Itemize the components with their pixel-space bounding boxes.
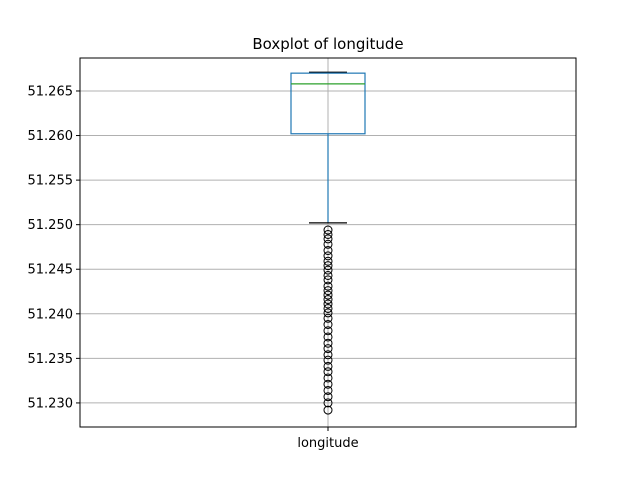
outlier-point: [323, 405, 333, 415]
outlier-point: [323, 239, 333, 249]
y-tick-label: 51.235: [28, 352, 74, 367]
outlier-point: [323, 367, 333, 377]
iqr-box: [290, 72, 366, 135]
outlier-point: [323, 361, 333, 371]
outlier-point: [323, 326, 333, 336]
outlier-point: [323, 332, 333, 342]
y-tick-label: 51.245: [28, 263, 74, 278]
outlier-point: [323, 373, 333, 383]
outlier-point: [323, 246, 333, 256]
outlier-point: [323, 385, 333, 395]
outlier-point: [323, 379, 333, 389]
outlier-point: [323, 261, 333, 271]
y-tick-label: 51.255: [28, 174, 74, 189]
chart-title: Boxplot of longitude: [252, 35, 403, 53]
outlier-point: [323, 303, 333, 313]
outlier-point: [323, 234, 333, 244]
outlier-point: [323, 398, 333, 408]
outlier-point: [323, 275, 333, 285]
outlier-point: [323, 290, 333, 300]
outlier-point: [323, 350, 333, 360]
outlier-point: [323, 338, 333, 348]
outlier-point: [323, 256, 333, 266]
y-tick-label: 51.265: [28, 84, 74, 99]
axes: 51.230 51.235 51.240 51.245 51.250 51.255 51.2…: [28, 84, 359, 451]
outlier-point: [323, 270, 333, 280]
outlier-point: [323, 320, 333, 329]
outlier-point: [323, 392, 333, 402]
outlier-point: [323, 308, 333, 318]
y-tick-label: 51.250: [28, 218, 74, 233]
outlier-point: [323, 286, 333, 296]
outlier-point: [323, 299, 333, 309]
outlier-point: [323, 229, 333, 239]
outlier-point: [323, 295, 333, 305]
outlier-point: [323, 225, 333, 235]
outlier-point: [323, 281, 333, 291]
outlier-point: [323, 355, 333, 365]
outlier-point: [323, 313, 333, 323]
plot-area: [290, 71, 366, 415]
y-tick-label: 51.260: [28, 129, 74, 144]
y-tick-label: 51.240: [28, 307, 74, 322]
outlier-point: [323, 265, 333, 275]
outlier-point: [323, 344, 333, 354]
outlier-point: [323, 251, 333, 261]
x-tick-label: longitude: [297, 436, 358, 451]
y-tick-label: 51.230: [28, 396, 74, 411]
